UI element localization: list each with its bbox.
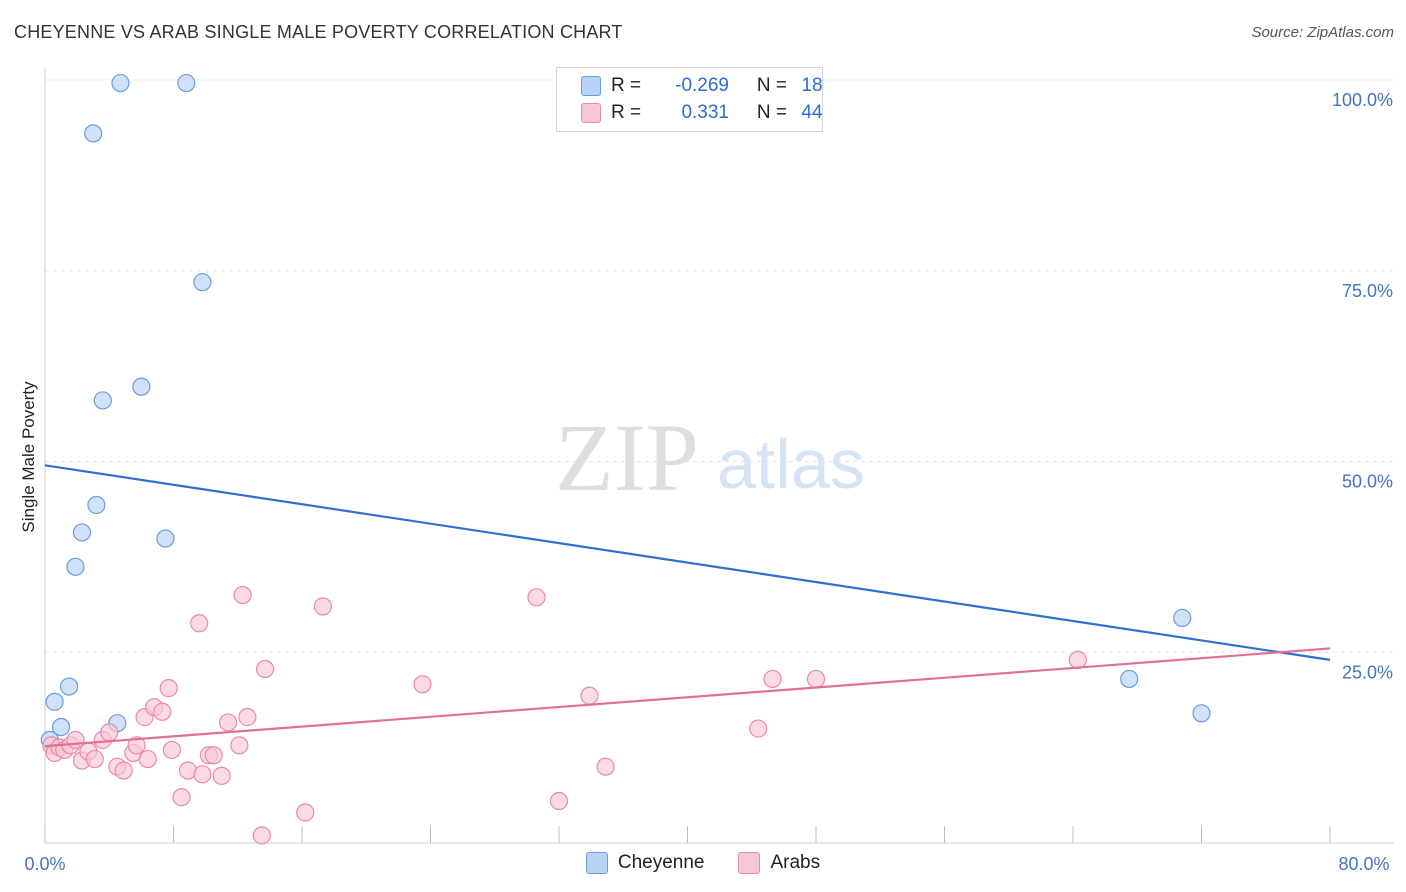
chart-source: Source: ZipAtlas.com xyxy=(1251,24,1394,41)
point-arabs xyxy=(172,788,191,807)
axes-layer xyxy=(44,68,1394,844)
point-arabs xyxy=(413,675,432,694)
legend-r-label: R = xyxy=(611,102,642,123)
watermark: ZIP atlas xyxy=(555,404,865,511)
point-arabs xyxy=(85,749,104,769)
legend-n-label: N = xyxy=(756,102,787,123)
point-cheyenne xyxy=(84,124,103,143)
point-cheyenne xyxy=(1120,669,1139,689)
labels-layer: 25.0% 50.0% 75.0% 100.0% 0.0% 80.0% xyxy=(24,90,1393,874)
point-arabs xyxy=(153,702,172,721)
x-tick-label: 80.0% xyxy=(1338,854,1389,874)
legend-row-cheyenne: R = -0.269 N = 18 xyxy=(581,73,837,99)
point-cheyenne xyxy=(1173,608,1192,628)
point-arabs xyxy=(313,597,332,616)
point-cheyenne xyxy=(45,692,64,711)
point-arabs xyxy=(204,746,223,765)
point-arabs xyxy=(580,686,599,705)
legend-row-arabs: R = 0.331 N = 44 xyxy=(581,100,837,126)
point-cheyenne xyxy=(87,495,106,515)
point-cheyenne xyxy=(93,391,112,410)
watermark-atlas: atlas xyxy=(717,425,865,503)
point-cheyenne xyxy=(51,717,71,737)
point-cheyenne xyxy=(59,677,79,696)
point-arabs xyxy=(212,766,231,785)
legend-r-value: 0.331 xyxy=(681,102,729,123)
bottom-legend-label: Arabs xyxy=(770,852,821,873)
point-arabs xyxy=(255,659,275,679)
legend-n-value: 44 xyxy=(801,102,823,123)
legend-swatch-arabs xyxy=(581,103,601,123)
point-arabs xyxy=(549,791,569,811)
trend-layer xyxy=(44,464,1331,748)
chart-title: CHEYENNE VS ARAB SINGLE MALE POVERTY COR… xyxy=(14,22,623,42)
point-arabs xyxy=(749,719,768,738)
point-arabs xyxy=(806,669,826,689)
point-arabs xyxy=(190,614,209,633)
y-tick-label: 100.0% xyxy=(1332,90,1393,110)
y-tick-label: 25.0% xyxy=(1342,662,1393,682)
point-cheyenne xyxy=(72,523,92,542)
bottom-legend: Cheyenne Arabs xyxy=(0,852,1406,874)
point-arabs xyxy=(219,713,238,732)
point-cheyenne xyxy=(1192,704,1211,723)
point-arabs xyxy=(1068,650,1087,669)
point-arabs xyxy=(527,588,546,607)
point-arabs xyxy=(138,749,157,769)
y-tick-label: 50.0% xyxy=(1342,472,1393,492)
legend-swatch-cheyenne xyxy=(581,76,601,96)
point-cheyenne xyxy=(177,73,196,93)
point-arabs xyxy=(238,708,257,727)
point-arabs xyxy=(233,585,252,605)
point-arabs xyxy=(252,826,271,845)
point-cheyenne xyxy=(66,557,85,576)
bottom-legend-item-cheyenne: Cheyenne xyxy=(585,852,705,874)
points-layer xyxy=(40,73,1211,845)
bottom-legend-swatch-arabs xyxy=(738,852,761,874)
point-arabs xyxy=(230,736,249,755)
legend-r-value: -0.269 xyxy=(675,75,729,96)
watermark-zip: ZIP xyxy=(555,404,699,511)
point-cheyenne xyxy=(156,529,175,548)
point-arabs xyxy=(159,679,178,698)
y-axis-title: Single Male Poverty xyxy=(19,381,38,533)
legend-n-value: 18 xyxy=(801,75,823,96)
legend-n-label: N = xyxy=(756,75,787,96)
point-arabs xyxy=(100,723,119,742)
legend-r-label: R = xyxy=(611,75,642,96)
legend: R = -0.269 N = 18 R = 0.331 N = 44 xyxy=(556,67,823,132)
point-arabs xyxy=(162,740,181,760)
point-arabs xyxy=(763,669,782,689)
trendline-arabs xyxy=(44,647,1331,748)
bottom-legend-item-arabs: Arabs xyxy=(738,852,820,874)
bottom-legend-label: Cheyenne xyxy=(617,852,705,873)
y-tick-label: 75.0% xyxy=(1342,281,1393,301)
point-arabs xyxy=(114,761,133,780)
point-cheyenne xyxy=(132,377,151,396)
point-cheyenne xyxy=(111,73,130,93)
trendline-cheyenne xyxy=(44,464,1331,661)
point-arabs xyxy=(127,736,146,755)
point-arabs xyxy=(596,757,615,776)
point-cheyenne xyxy=(193,273,212,292)
x-tick-label: 0.0% xyxy=(24,854,65,874)
point-arabs xyxy=(193,765,212,784)
point-arabs xyxy=(296,803,315,822)
bottom-legend-swatch-cheyenne xyxy=(585,852,608,874)
